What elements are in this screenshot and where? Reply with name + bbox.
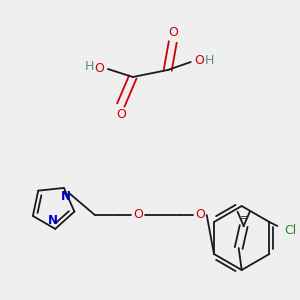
Text: O: O	[168, 26, 178, 40]
Text: H: H	[205, 53, 214, 67]
Text: N: N	[48, 214, 58, 227]
Text: O: O	[116, 107, 126, 121]
Text: Cl: Cl	[284, 224, 297, 236]
Text: H: H	[85, 61, 94, 74]
Text: =: =	[240, 213, 248, 223]
Text: O: O	[195, 55, 205, 68]
Text: O: O	[195, 208, 205, 221]
Text: N: N	[61, 190, 71, 203]
Text: O: O	[133, 208, 143, 221]
Text: O: O	[94, 61, 104, 74]
